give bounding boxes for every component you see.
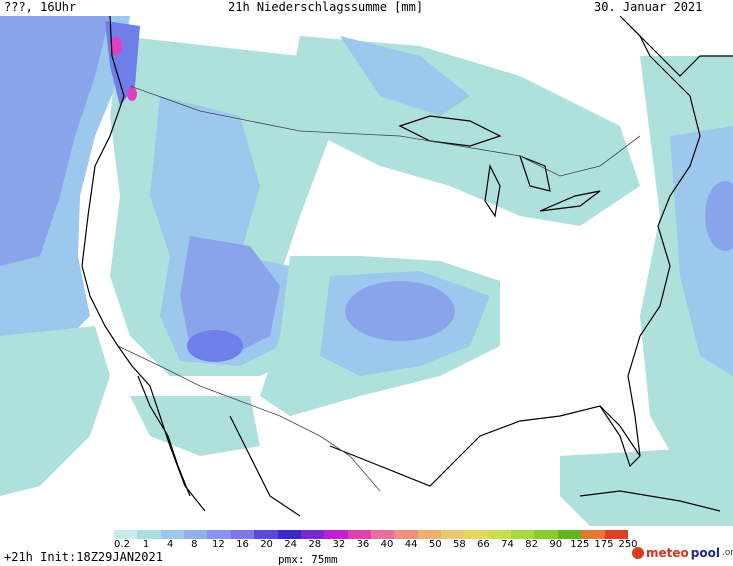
hudson-bay-edge bbox=[619, 16, 733, 77]
logo-text-org: .org bbox=[721, 548, 733, 558]
color-scale-segment bbox=[487, 530, 512, 539]
color-scale-label: 1 bbox=[142, 539, 150, 550]
great-lakes-precip bbox=[290, 36, 640, 226]
color-scale-label: 20 bbox=[260, 539, 273, 550]
meteopool-logo-icon bbox=[632, 547, 644, 559]
central-core-precip bbox=[345, 281, 455, 341]
color-scale-segment bbox=[160, 530, 185, 539]
color-scale-segment bbox=[114, 530, 138, 539]
color-scale-label: 66 bbox=[477, 539, 490, 550]
cuba-outline bbox=[579, 490, 721, 512]
color-scale-label: 250 bbox=[618, 539, 638, 550]
west-interior-deep bbox=[180, 236, 280, 356]
bc-extreme-precip-1 bbox=[110, 37, 122, 55]
great-lakes-huron bbox=[519, 154, 551, 192]
color-scale-segment bbox=[604, 530, 628, 539]
color-scale-label: 36 bbox=[356, 539, 370, 550]
color-scale-label: 90 bbox=[549, 539, 563, 550]
color-scale-label: 8 bbox=[191, 539, 198, 550]
baja-coastline bbox=[137, 375, 191, 497]
color-scale-segment bbox=[347, 530, 371, 539]
color-scale-label: 0.2 bbox=[114, 539, 130, 550]
color-scale-segment bbox=[557, 530, 582, 539]
max-precip-label: pmx: 75mm bbox=[278, 553, 338, 566]
mexico-coastline bbox=[229, 415, 301, 517]
precipitation-fields bbox=[0, 16, 733, 526]
color-scale-segment bbox=[324, 530, 348, 539]
color-scale-segment bbox=[441, 530, 465, 539]
color-scale-labels: 0.2 1 4 8 12 16 20 24 28 32 36 40 44 50 58 66 74 82 90 125 1… bbox=[114, 539, 638, 551]
gulf-coastline bbox=[329, 405, 641, 487]
color-scale-label: 32 bbox=[332, 539, 346, 550]
color-scale-label: 28 bbox=[308, 539, 322, 550]
color-scale-segment bbox=[370, 530, 395, 539]
logo-text-pool: pool bbox=[690, 546, 720, 560]
borders bbox=[117, 85, 641, 492]
color-scale-label: 74 bbox=[501, 539, 514, 550]
great-lakes-erie bbox=[539, 190, 601, 212]
color-scale-label: 175 bbox=[594, 539, 614, 550]
color-scale-label: 58 bbox=[452, 539, 466, 550]
pacific-precip-core bbox=[0, 16, 110, 266]
color-scale-segment bbox=[207, 530, 231, 539]
color-scale-bar bbox=[114, 530, 628, 539]
color-scale-label: 82 bbox=[525, 539, 538, 550]
color-scale-segment bbox=[417, 530, 442, 539]
color-scale-label: 16 bbox=[236, 539, 249, 550]
us-canada-border bbox=[129, 85, 641, 177]
color-scale-segment bbox=[464, 530, 488, 539]
west-core-precip bbox=[187, 330, 243, 362]
gulf-precip bbox=[130, 396, 260, 456]
atlantic-core bbox=[705, 181, 733, 251]
bc-extreme-precip-2 bbox=[127, 87, 137, 101]
color-scale-label: 125 bbox=[570, 539, 590, 550]
color-scale-segment bbox=[394, 530, 418, 539]
color-scale-label: 4 bbox=[167, 539, 174, 550]
us-mexico-border bbox=[117, 345, 381, 492]
valid-time-label: ???, 16Uhr bbox=[4, 0, 77, 14]
color-scale-label: 24 bbox=[284, 539, 298, 550]
color-scale-segment bbox=[581, 530, 605, 539]
color-scale-segment bbox=[534, 530, 558, 539]
logo-text-meteo: meteo bbox=[646, 546, 689, 560]
color-scale-segment bbox=[300, 530, 325, 539]
date-label: 30. Januar 2021 bbox=[594, 0, 703, 14]
map-title: 21h Niederschlagssumme [mm] bbox=[228, 0, 424, 14]
pacific-south-precip bbox=[0, 326, 110, 496]
color-scale-segment bbox=[184, 530, 208, 539]
color-scale-segment bbox=[230, 530, 255, 539]
florida-outline bbox=[599, 405, 641, 468]
coastlines bbox=[81, 16, 733, 517]
color-scale-label: 50 bbox=[428, 539, 442, 550]
header: ???, 16Uhr 21h Niederschlagssumme [mm] 3… bbox=[0, 0, 733, 16]
color-scale-segment bbox=[277, 530, 301, 539]
footer: 0.2 1 4 8 12 16 20 24 28 32 36 40 44 50 58 66 74 82 90 125 1… bbox=[0, 526, 733, 566]
great-lakes-blue bbox=[340, 36, 470, 116]
color-scale-label: 12 bbox=[212, 539, 225, 550]
great-lakes-michigan bbox=[484, 164, 501, 218]
color-scale-segment bbox=[511, 530, 535, 539]
caribbean-precip bbox=[560, 446, 733, 526]
color-scale-segment bbox=[137, 530, 161, 539]
color-scale-label: 40 bbox=[380, 539, 394, 550]
init-time-label: +21h Init:18Z29JAN2021 bbox=[4, 550, 163, 564]
color-scale-label: 44 bbox=[404, 539, 418, 550]
atlantic-coastline bbox=[627, 35, 701, 457]
color-scale-segment bbox=[254, 530, 278, 539]
precipitation-map bbox=[0, 16, 733, 526]
